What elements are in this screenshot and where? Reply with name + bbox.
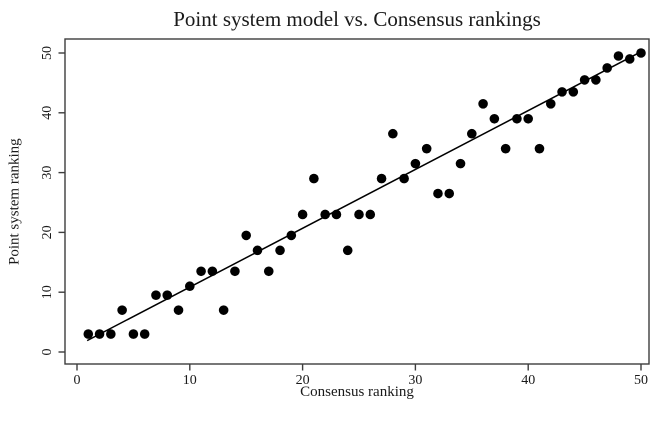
data-point bbox=[286, 230, 297, 241]
data-point bbox=[128, 329, 139, 339]
data-point bbox=[354, 209, 364, 220]
data-point bbox=[230, 266, 240, 277]
data-point bbox=[624, 54, 635, 64]
data-point bbox=[557, 87, 567, 97]
data-point bbox=[636, 48, 646, 58]
data-point bbox=[151, 290, 161, 300]
data-point bbox=[263, 266, 274, 277]
data-point bbox=[613, 51, 624, 61]
data-point bbox=[218, 305, 229, 315]
y-tick-label: 20 bbox=[40, 225, 55, 239]
data-point bbox=[275, 245, 285, 256]
y-tick-label: 50 bbox=[40, 46, 55, 60]
data-point bbox=[523, 113, 533, 124]
data-point bbox=[241, 230, 251, 241]
data-point bbox=[444, 188, 455, 199]
data-point bbox=[512, 113, 522, 124]
data-point bbox=[602, 63, 612, 73]
data-point bbox=[320, 209, 330, 220]
data-point bbox=[342, 245, 353, 256]
data-point bbox=[591, 75, 601, 85]
fit-line bbox=[86, 49, 645, 342]
data-point bbox=[207, 266, 218, 277]
data-point bbox=[297, 209, 308, 220]
data-point bbox=[399, 173, 409, 184]
data-point bbox=[162, 290, 173, 300]
data-point bbox=[478, 99, 488, 109]
data-point bbox=[376, 173, 387, 184]
data-point bbox=[309, 173, 319, 184]
x-tick-label: 0 bbox=[74, 373, 81, 388]
data-point bbox=[579, 75, 590, 85]
data-point bbox=[173, 305, 184, 315]
data-point bbox=[94, 329, 105, 339]
data-point bbox=[388, 128, 398, 139]
data-point bbox=[252, 245, 263, 256]
data-point bbox=[467, 128, 477, 139]
data-point bbox=[534, 143, 545, 154]
data-point bbox=[568, 87, 579, 97]
x-axis-label: Consensus ranking bbox=[300, 384, 414, 400]
x-tick-label: 10 bbox=[183, 373, 197, 388]
x-tick-label: 40 bbox=[521, 373, 535, 388]
data-point bbox=[331, 209, 342, 220]
data-point bbox=[117, 305, 127, 315]
data-point bbox=[365, 209, 376, 220]
y-tick-label: 0 bbox=[40, 349, 55, 356]
data-point bbox=[433, 188, 443, 199]
x-tick-label: 50 bbox=[634, 373, 648, 388]
data-point bbox=[455, 158, 466, 169]
plot-frame bbox=[64, 38, 650, 365]
data-point bbox=[410, 158, 421, 169]
x-tick-label: 30 bbox=[408, 373, 422, 388]
data-point bbox=[139, 329, 150, 339]
y-tick-label: 30 bbox=[40, 166, 55, 180]
data-point bbox=[489, 113, 500, 124]
y-tick-label: 10 bbox=[40, 285, 55, 299]
y-tick-label: 40 bbox=[40, 106, 55, 120]
x-tick-label: 20 bbox=[296, 373, 310, 388]
data-point bbox=[500, 143, 511, 154]
data-point bbox=[185, 281, 195, 292]
data-point bbox=[545, 99, 556, 109]
data-point bbox=[196, 266, 206, 277]
chart-title: Point system model vs. Consensus ranking… bbox=[173, 7, 541, 31]
data-point bbox=[106, 329, 116, 339]
data-point bbox=[83, 329, 94, 339]
data-point bbox=[421, 143, 432, 154]
